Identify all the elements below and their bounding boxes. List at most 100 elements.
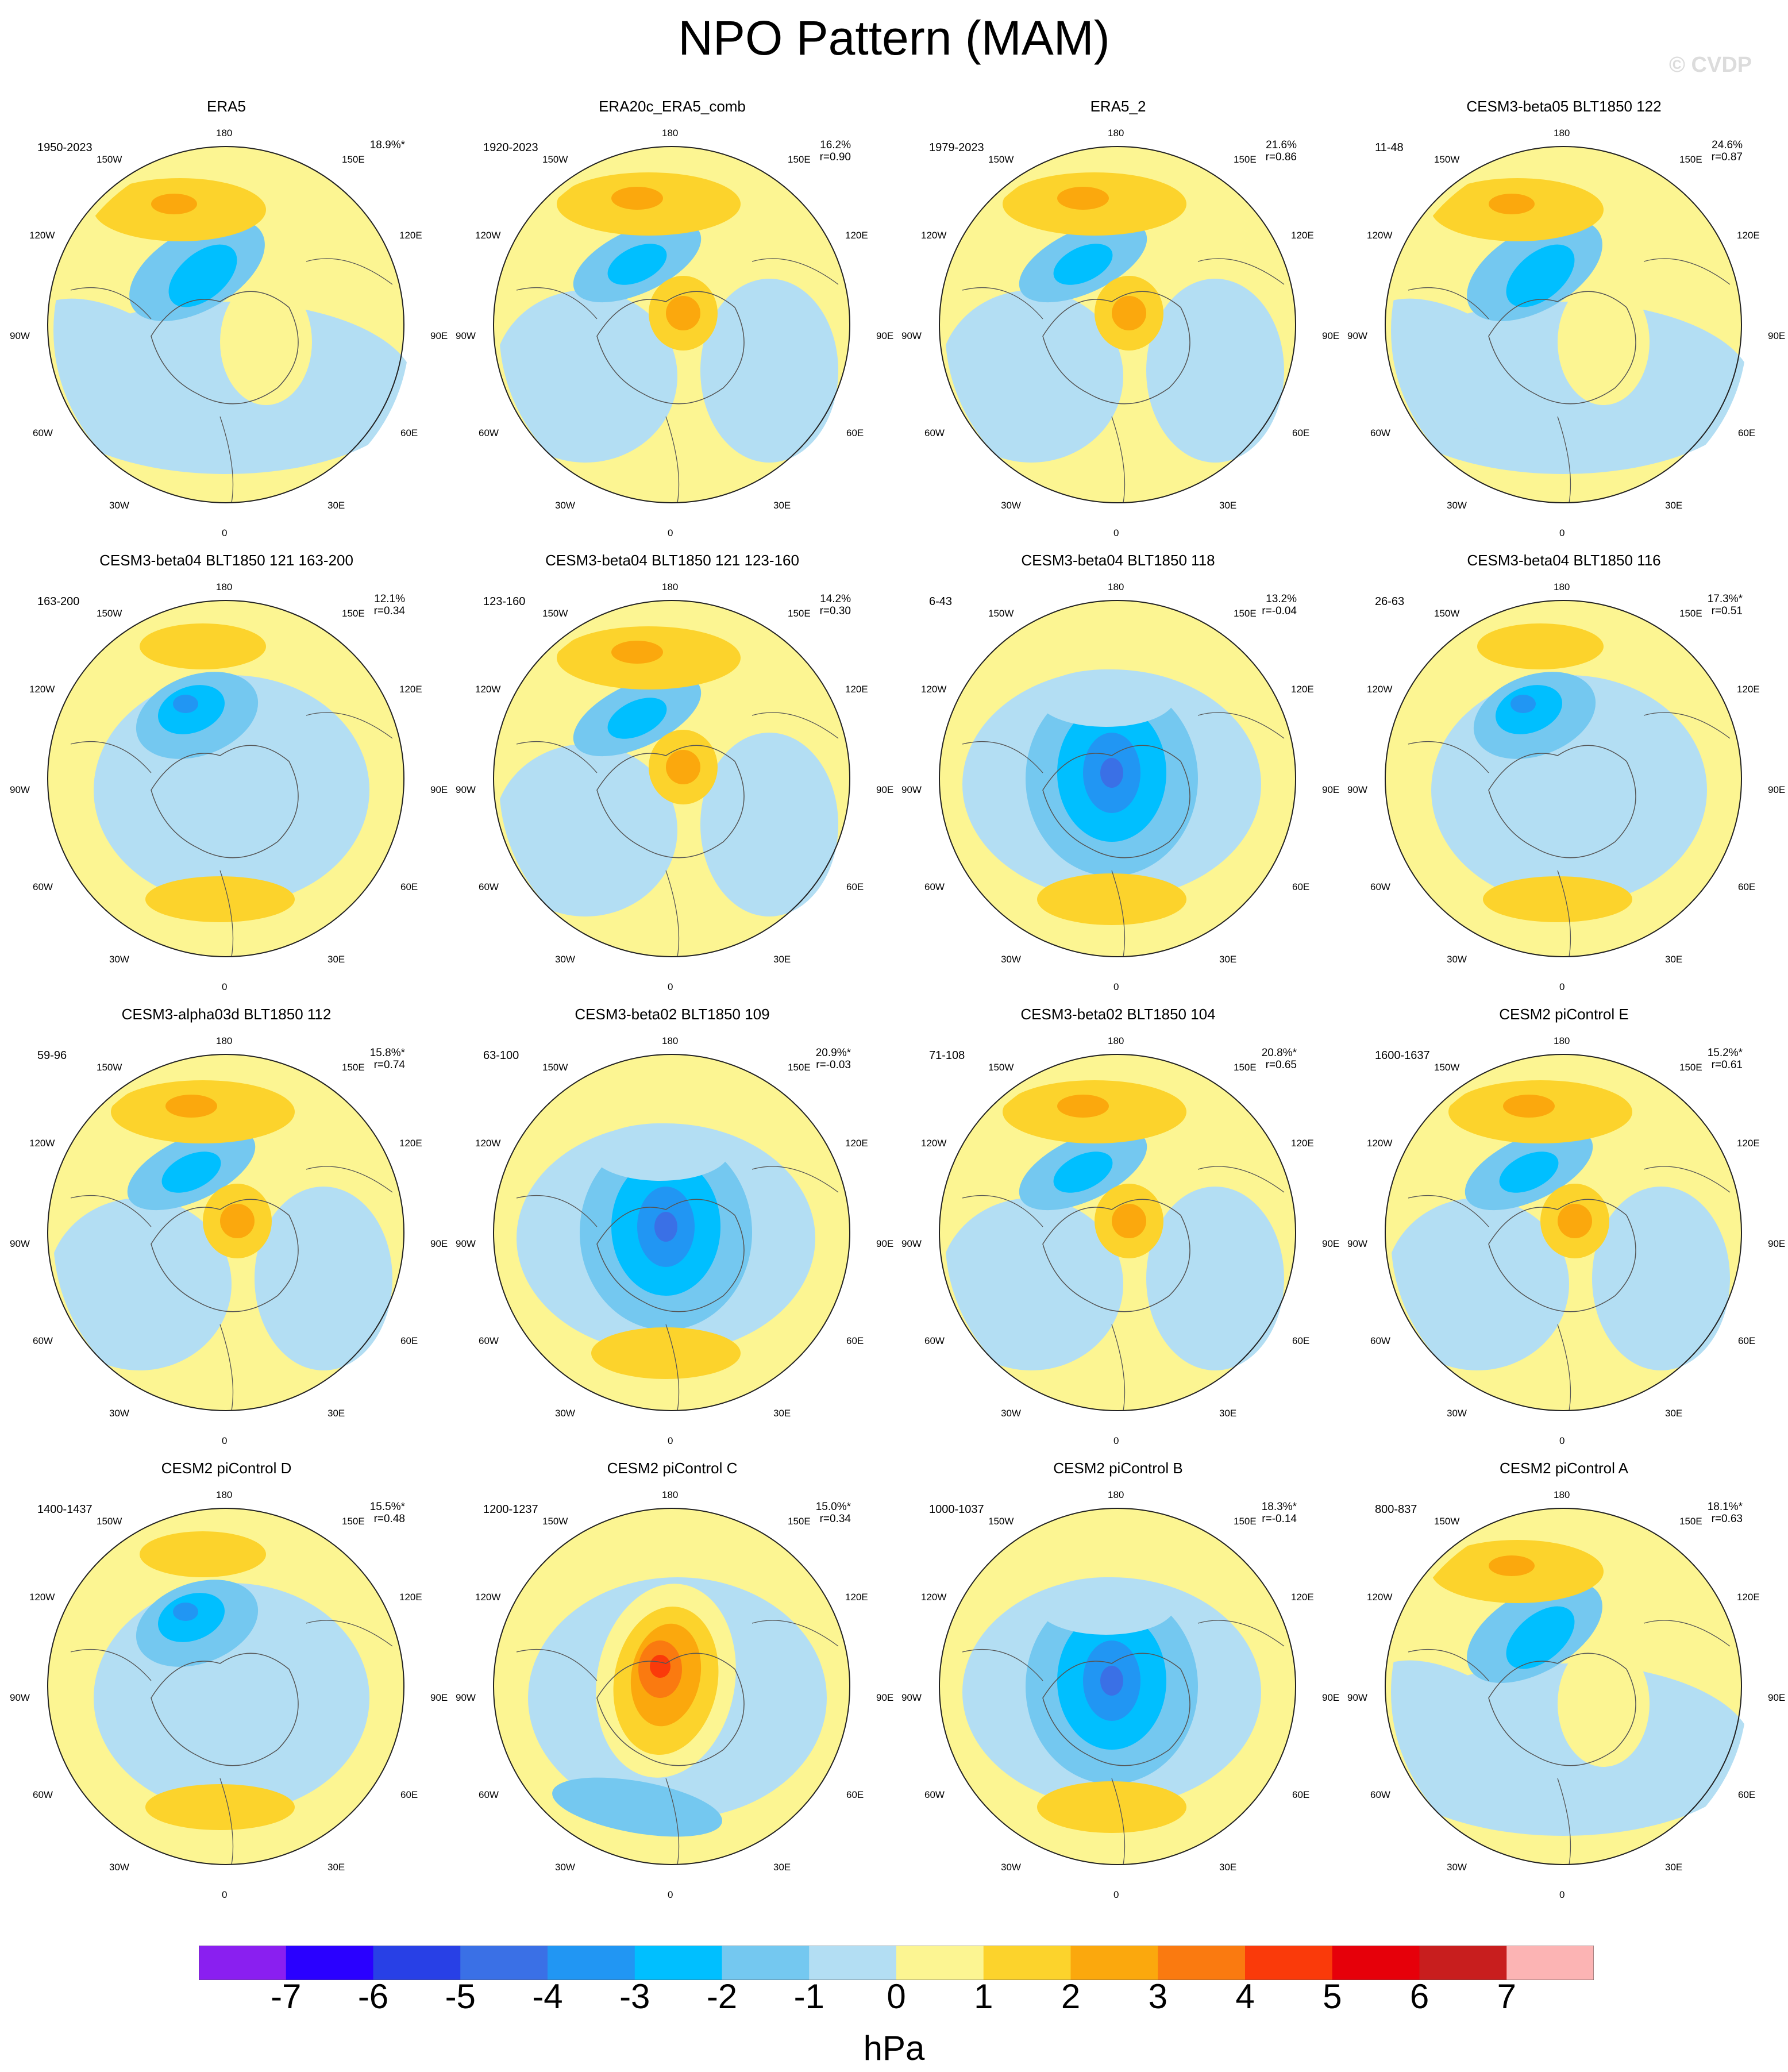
label-120e: 120E [845, 230, 868, 241]
variance-explained: 24.6% [1712, 139, 1743, 151]
polar-map [493, 1054, 850, 1411]
positive-anomaly [650, 1655, 670, 1678]
label-120e: 120E [845, 1138, 868, 1149]
colorbar-bin [1070, 1946, 1158, 1980]
label-180: 180 [216, 581, 233, 592]
label-150e: 150E [788, 154, 811, 165]
coastline [1042, 745, 1190, 858]
positive-anomaly [1057, 187, 1109, 210]
label-150w: 150W [542, 608, 568, 619]
polar-map [47, 1054, 404, 1411]
variance-explained: 13.2% [1266, 593, 1297, 605]
map-border [47, 146, 404, 503]
pattern-correlation: r=0.48 [373, 1513, 405, 1525]
coastline [1408, 258, 1731, 503]
label-90w: 90W [456, 784, 476, 795]
negative-anomaly [552, 1777, 722, 1837]
map-border [939, 1054, 1296, 1411]
label-90e: 90E [1322, 1692, 1340, 1703]
label-0: 0 [1559, 1435, 1565, 1446]
label-0: 0 [668, 1435, 673, 1446]
positive-anomaly [151, 194, 197, 214]
label-60e: 60E [400, 1335, 418, 1346]
colorbar-tick-label: 6 [1409, 1977, 1429, 2016]
label-30w: 30W [1001, 1862, 1021, 1873]
label-90w: 90W [1347, 1692, 1367, 1703]
label-30e: 30E [773, 1862, 791, 1873]
coastline [516, 712, 839, 957]
negative-anomaly [700, 733, 838, 916]
pattern-correlation: r=-0.03 [816, 1059, 851, 1071]
label-120w: 120W [921, 1138, 947, 1149]
negative-anomaly [173, 1603, 198, 1621]
label-150e: 150E [1234, 1062, 1257, 1073]
colorbar-tick-label: 1 [974, 1977, 993, 2016]
negative-anomaly [1053, 244, 1113, 285]
label-60w: 60W [1370, 1335, 1390, 1346]
panel-stats: 18.1%* r=0.63 [1679, 1501, 1743, 1525]
label-120e: 120E [1291, 230, 1314, 241]
label-30w: 30W [109, 1408, 129, 1419]
label-150e: 150E [1679, 154, 1702, 165]
negative-anomaly [1506, 244, 1575, 307]
panel-title: CESM2 piControl C [607, 1459, 738, 1477]
polar-map [1385, 146, 1747, 503]
label-60e: 60E [846, 881, 864, 892]
pattern-correlation: r=-0.14 [1262, 1513, 1297, 1525]
label-180: 180 [1108, 128, 1124, 138]
map-border [1385, 146, 1742, 503]
label-120w: 120W [1367, 1592, 1393, 1603]
coastline [1488, 745, 1636, 858]
panel-stats: 13.2% r=-0.04 [1234, 593, 1297, 617]
pattern-correlation: r=0.30 [819, 605, 851, 617]
panel-title: CESM3-beta02 BLT1850 104 [1020, 1006, 1216, 1023]
polar-map [939, 1508, 1296, 1865]
label-90w: 90W [1347, 330, 1367, 341]
polar-map [1385, 1508, 1747, 1865]
panel-title: ERA5 [207, 98, 246, 115]
panel-years: 1920-2023 [483, 141, 538, 154]
map-border [1385, 600, 1742, 957]
panel-years: 1200-1237 [483, 1503, 538, 1516]
colorbar-tick-label: -6 [357, 1977, 389, 2016]
panel-years: 71-108 [929, 1049, 965, 1062]
label-150w: 150W [1434, 154, 1460, 165]
label-0: 0 [668, 1889, 673, 1900]
label-150w: 150W [988, 1516, 1014, 1527]
label-60w: 60W [33, 1335, 53, 1346]
positive-anomaly [666, 296, 700, 330]
coastline [962, 1166, 1285, 1411]
positive-anomaly [1037, 873, 1186, 925]
colorbar [199, 1946, 1594, 1980]
polar-map [939, 146, 1296, 503]
coastline [70, 712, 393, 957]
negative-anomaly [1100, 758, 1123, 788]
label-150e: 150E [342, 154, 365, 165]
label-90w: 90W [10, 1238, 30, 1249]
map-border [47, 1508, 404, 1865]
colorbar-tick-label: 3 [1148, 1977, 1167, 2016]
map-panel: CESM3-beta05 BLT1850 122 11-48 24.6% r=0.87… [1340, 0, 1787, 538]
map-panel: CESM3-beta04 BLT1850 116 26-63 17.3%* r=0.5… [1340, 454, 1787, 992]
label-150e: 150E [1234, 608, 1257, 619]
label-60e: 60E [846, 1789, 864, 1800]
negative-anomaly [1592, 1187, 1730, 1370]
label-30w: 30W [109, 1862, 129, 1873]
colorbar-bin [548, 1946, 635, 1980]
negative-anomaly [1037, 669, 1175, 727]
label-30e: 30E [1219, 500, 1237, 511]
label-120w: 120W [1367, 684, 1393, 695]
negative-anomaly [1100, 1666, 1123, 1696]
map-panel: CESM3-beta02 BLT1850 109 63-100 20.9%* r=-0… [449, 908, 896, 1446]
panel-years: 26-63 [1375, 595, 1405, 608]
label-120w: 120W [29, 1592, 55, 1603]
pattern-correlation: r=0.63 [1711, 1513, 1743, 1525]
panel-years: 163-200 [37, 595, 80, 608]
negative-anomaly [53, 298, 205, 432]
polar-map [47, 600, 404, 957]
negative-anomaly [1146, 1187, 1284, 1370]
polar-map [493, 600, 850, 957]
coastline [596, 745, 745, 858]
panel-stats: 15.8%* r=0.74 [342, 1047, 405, 1071]
label-150e: 150E [788, 608, 811, 619]
